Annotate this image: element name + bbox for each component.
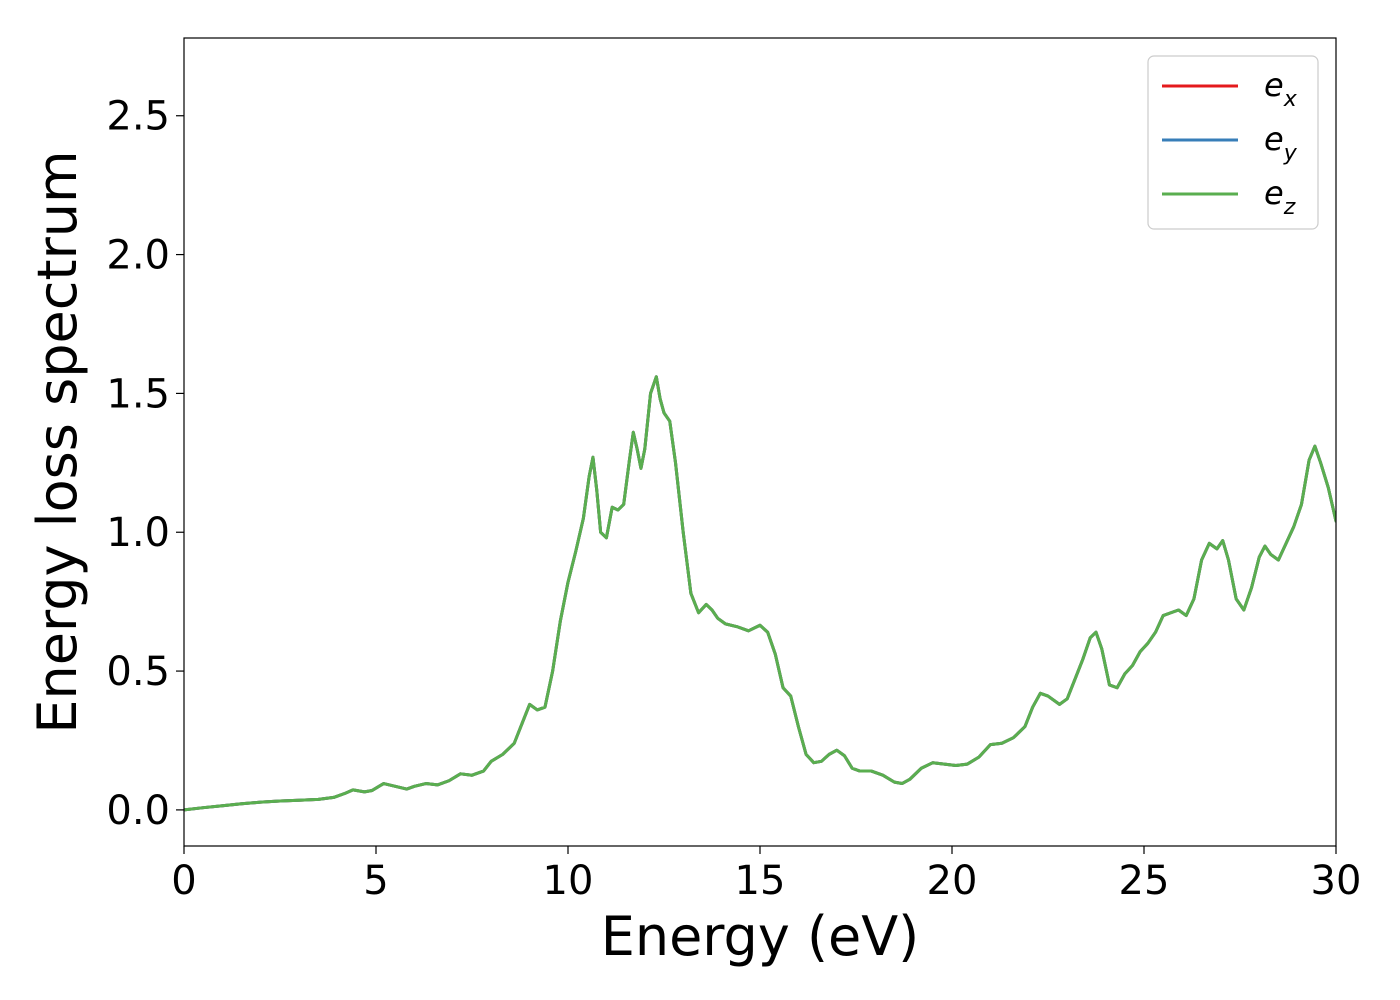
- y-tick-label: 2.0: [106, 233, 170, 279]
- y-axis: 0.0 0.5 1.0 1.5 2.0 2.5: [106, 94, 184, 834]
- y-tick-label: 1.0: [106, 510, 170, 556]
- x-tick-label: 10: [543, 858, 594, 904]
- legend-label-e-y: ey: [1264, 120, 1298, 166]
- y-tick-label: 2.5: [106, 94, 170, 140]
- y-axis-title: Energy loss spectrum: [26, 150, 89, 733]
- legend-label-e-z: ez: [1264, 174, 1296, 220]
- legend-label-e-x: ex: [1264, 66, 1298, 112]
- y-tick-label: 1.5: [106, 371, 170, 417]
- legend: ex ey ez: [1147, 55, 1319, 230]
- y-tick-label: 0.0: [106, 788, 170, 834]
- x-tick-label: 5: [363, 858, 388, 904]
- series-layer: [184, 375, 1336, 812]
- x-axis-title: Energy (eV): [601, 905, 920, 968]
- x-tick-label: 15: [735, 858, 786, 904]
- legend-box: [1147, 55, 1319, 230]
- x-tick-label: 25: [1119, 858, 1170, 904]
- x-axis: 0 5 10 15 20 25 30: [171, 846, 1361, 904]
- x-tick-label: 20: [927, 858, 978, 904]
- series-line-e-z: [184, 375, 1336, 812]
- y-tick-label: 0.5: [106, 649, 170, 695]
- x-tick-label: 30: [1311, 858, 1362, 904]
- x-tick-label: 0: [171, 858, 196, 904]
